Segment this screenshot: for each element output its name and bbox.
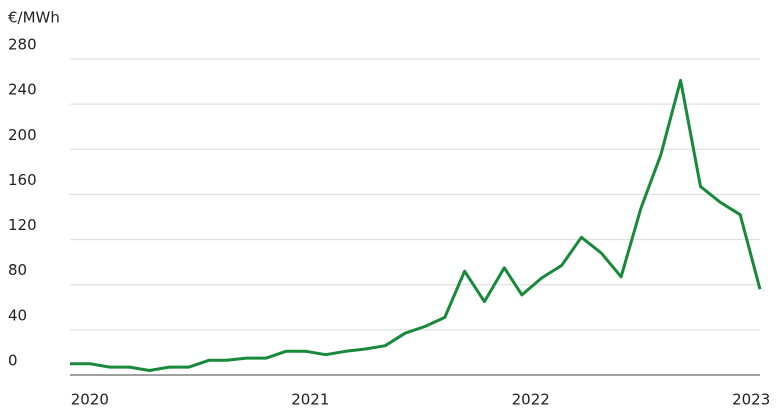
y-tick-label: 240 xyxy=(8,81,37,99)
y-tick-label: 280 xyxy=(8,36,37,54)
line-series xyxy=(70,78,762,372)
x-tick-label: 2022 xyxy=(512,391,550,409)
y-axis-unit: €/MWh xyxy=(8,9,60,27)
y-tick-label: 40 xyxy=(8,306,27,324)
y-tick-label: 80 xyxy=(8,261,27,279)
x-tick-label: 2020 xyxy=(71,391,109,409)
y-tick-label: 120 xyxy=(8,216,37,234)
y-tick-label: 200 xyxy=(8,126,37,144)
y-tick-label: 160 xyxy=(8,171,37,189)
x-tick-label: 2023 xyxy=(732,391,770,409)
x-tick-label: 2021 xyxy=(291,391,329,409)
y-tick-label: 0 xyxy=(8,352,18,370)
